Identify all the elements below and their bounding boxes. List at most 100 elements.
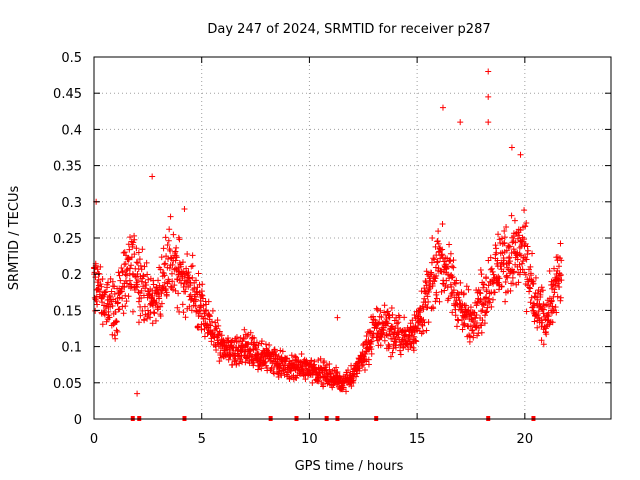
data-point [157, 266, 164, 273]
data-point [478, 322, 485, 329]
data-point [467, 323, 474, 330]
data-point [317, 355, 324, 362]
data-point [393, 339, 400, 346]
data-point [113, 318, 120, 325]
y-tick-label: 0 [74, 413, 82, 428]
data-point [169, 278, 176, 285]
data-point [501, 227, 508, 234]
data-point [452, 312, 459, 319]
data-point [186, 275, 193, 282]
data-point [305, 366, 312, 373]
data-point [156, 295, 163, 302]
data-point [173, 244, 180, 251]
data-point [460, 291, 467, 298]
data-point [485, 93, 492, 100]
data-point [271, 348, 278, 355]
data-point [181, 206, 188, 213]
data-point [92, 274, 99, 281]
data-point [266, 342, 273, 349]
data-point [268, 365, 275, 372]
data-point [275, 353, 282, 360]
data-point [397, 347, 404, 354]
data-point [553, 309, 560, 316]
data-point [139, 246, 146, 253]
data-point [482, 309, 489, 316]
data-point [412, 337, 419, 344]
data-point [368, 350, 375, 357]
data-point [374, 306, 381, 313]
data-point [123, 267, 130, 274]
x-tick-label: 5 [198, 432, 206, 447]
data-point [251, 335, 258, 342]
data-point [238, 342, 245, 349]
data-point [500, 257, 507, 264]
data-point [431, 274, 438, 281]
data-point [475, 286, 482, 293]
data-point [134, 284, 141, 291]
data-point [353, 373, 360, 380]
data-point [128, 262, 135, 269]
data-point [116, 272, 123, 279]
data-point [537, 291, 544, 298]
data-point [377, 307, 384, 314]
data-point [378, 334, 385, 341]
data-point [387, 353, 394, 360]
data-point [164, 241, 171, 248]
data-point [134, 390, 141, 397]
data-point [216, 358, 223, 365]
data-point [544, 316, 551, 323]
data-point [240, 335, 247, 342]
data-point [153, 283, 160, 290]
data-point [309, 379, 316, 386]
data-point [489, 296, 496, 303]
data-point [428, 259, 435, 266]
data-point [439, 104, 446, 111]
data-point [451, 302, 458, 309]
y-tick-label: 0.35 [53, 160, 82, 175]
data-point [527, 299, 534, 306]
data-point [311, 358, 318, 365]
data-point [473, 311, 480, 318]
data-point [448, 274, 455, 281]
data-point [343, 388, 350, 395]
data-point [553, 270, 560, 277]
data-point [361, 367, 368, 374]
data-point [498, 235, 505, 242]
data-point [253, 346, 260, 353]
data-point [446, 241, 453, 248]
data-point [167, 283, 174, 290]
data-point [363, 332, 370, 339]
data-point [158, 300, 165, 307]
data-point [395, 319, 402, 326]
data-point [392, 344, 399, 351]
data-point [131, 251, 138, 258]
data-point [494, 257, 501, 264]
data-point [449, 273, 456, 280]
data-point [486, 295, 493, 302]
data-point [433, 252, 440, 259]
axis-ticks: 0 0.05 0.1 0.15 0.2 0.25 0.3 0.35 0.4 0.45 0.5 0 5 10… [53, 51, 611, 447]
data-point [393, 320, 400, 327]
data-point [167, 247, 174, 254]
data-point [531, 318, 538, 325]
data-point [179, 301, 186, 308]
data-point [192, 302, 199, 309]
data-point [441, 287, 448, 294]
data-point [532, 274, 539, 281]
data-point [130, 239, 137, 246]
data-point [107, 292, 114, 299]
data-point [434, 237, 441, 244]
data-point [388, 326, 395, 333]
data-point [478, 308, 485, 315]
data-point [114, 328, 121, 335]
data-point [162, 260, 169, 267]
data-point [458, 317, 465, 323]
data-point [467, 304, 474, 311]
data-point [202, 315, 209, 322]
data-point [138, 287, 145, 294]
data-point [540, 306, 547, 313]
data-point [139, 307, 146, 314]
data-point [485, 119, 492, 126]
data-point [517, 151, 524, 158]
data-point [452, 306, 459, 313]
